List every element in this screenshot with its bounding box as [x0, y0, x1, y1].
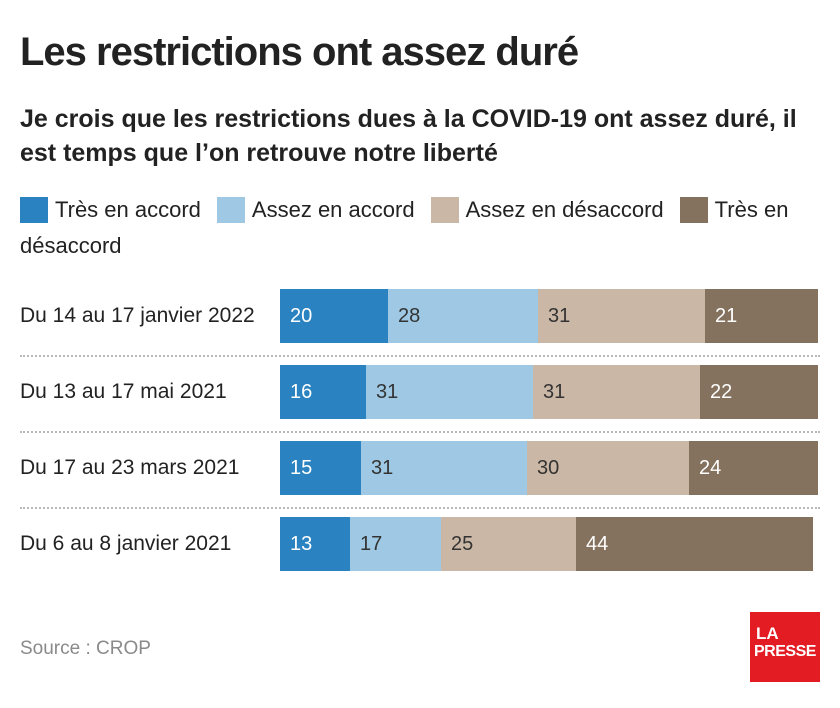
- row-label: Du 17 au 23 mars 2021: [20, 456, 240, 479]
- bar-segment: [576, 517, 813, 571]
- bar-value-label: 13: [290, 533, 313, 555]
- la-presse-logo: LA PRESSE: [750, 612, 820, 682]
- legend-item: Très en désaccord: [20, 197, 788, 258]
- bar-segment: [280, 441, 361, 495]
- bar-segment: [689, 441, 818, 495]
- legend-item: Assez en désaccord: [430, 197, 664, 223]
- bar-segment: [705, 289, 818, 343]
- legend-swatch: [679, 197, 708, 223]
- legend-label: Assez en désaccord: [465, 197, 664, 222]
- bar-segment: [538, 289, 705, 343]
- legend-label: Très en désaccord: [20, 197, 789, 258]
- legend-item: Très en accord: [20, 197, 201, 223]
- bar-value-label: 31: [376, 381, 399, 403]
- bar-value-label: 31: [371, 457, 394, 479]
- chart-title: Les restrictions ont assez duré: [20, 30, 579, 74]
- legend-swatch: [216, 197, 245, 223]
- bar-value-label: 15: [290, 457, 313, 479]
- bar-segment: [388, 289, 538, 343]
- bar-segment: [280, 517, 350, 571]
- bar-value-label: 24: [699, 457, 722, 479]
- bar-value-label: 20: [290, 305, 313, 327]
- bar-value-label: 21: [715, 305, 738, 327]
- bar-segment: [533, 365, 700, 419]
- legend-swatch: [20, 197, 48, 223]
- legend-label: Assez en accord: [251, 197, 415, 222]
- bar-value-label: 16: [290, 381, 313, 403]
- bar-value-label: 31: [548, 305, 571, 327]
- bar-value-label: 25: [451, 533, 474, 555]
- bar-value-label: 44: [586, 533, 609, 555]
- bar-value-label: 30: [537, 457, 560, 479]
- logo-line-2: PRESSE: [754, 643, 816, 660]
- chart-subtitle: Je crois que les restrictions dues à la …: [20, 105, 797, 167]
- bar-segment: [366, 365, 533, 419]
- row-divider: [20, 507, 820, 509]
- row-divider: [20, 431, 820, 433]
- logo-line-1: LA: [756, 624, 779, 643]
- row-label: Du 6 au 8 janvier 2021: [20, 532, 232, 555]
- bar-segment: [441, 517, 576, 571]
- legend-label: Très en accord: [55, 197, 201, 222]
- bar-segment: [527, 441, 689, 495]
- row-label: Du 13 au 17 mai 2021: [20, 380, 227, 403]
- bar-segment: [350, 517, 441, 571]
- legend: Très en accord Assez en accord Assez en dé…: [20, 192, 820, 264]
- row-divider: [20, 355, 820, 357]
- bar-value-label: 17: [360, 533, 383, 555]
- bar-segment: [361, 441, 527, 495]
- bar-segment: [280, 365, 366, 419]
- bar-value-label: 28: [398, 305, 421, 327]
- bar-value-label: 31: [543, 381, 566, 403]
- bar-value-label: 22: [710, 381, 733, 403]
- legend-swatch: [430, 197, 459, 223]
- legend-item: Assez en accord: [216, 197, 415, 223]
- bar-segment: [280, 289, 388, 343]
- source-note: Source : CROP: [20, 638, 151, 659]
- bar-segment: [700, 365, 818, 419]
- row-label: Du 14 au 17 janvier 2022: [20, 304, 255, 327]
